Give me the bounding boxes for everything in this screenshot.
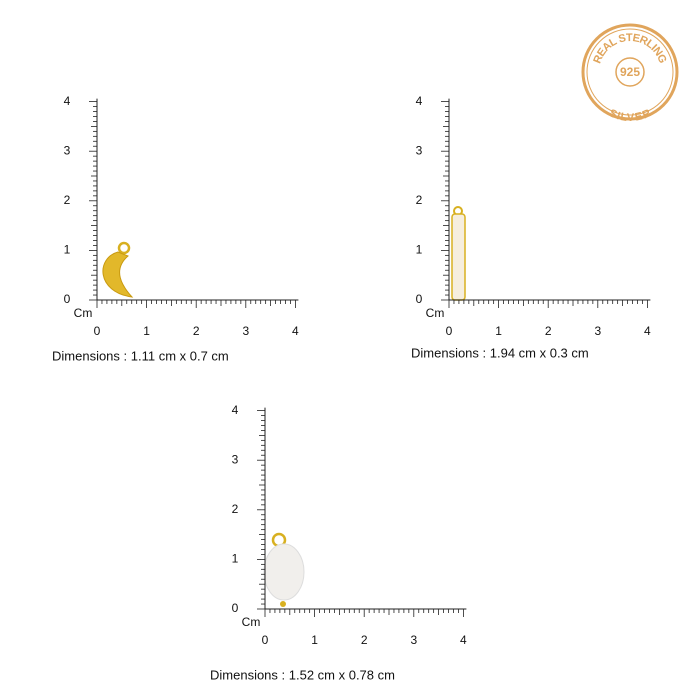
bar-charm: [451, 206, 466, 301]
pearl-charm: [263, 532, 305, 607]
x-tick-label: 3: [410, 633, 417, 647]
y-tick-label: 3: [416, 143, 423, 157]
y-tick-label: 4: [416, 94, 423, 108]
x-tick-label: 1: [495, 324, 502, 338]
y-tick-label: 0: [232, 601, 239, 615]
unit-label: Cm: [426, 306, 445, 320]
y-tick-label: 0: [64, 292, 71, 306]
x-tick-label: 1: [143, 324, 150, 338]
y-tick-label: 1: [416, 243, 423, 257]
x-tick-label: 2: [361, 633, 368, 647]
badge: REAL STERLING 925 SILVER: [581, 23, 679, 124]
y-tick-label: 0: [416, 292, 423, 306]
x-tick-label: 4: [644, 324, 651, 338]
x-tick-label: 2: [193, 324, 200, 338]
y-tick-label: 4: [64, 94, 71, 108]
unit-label: Cm: [242, 615, 261, 629]
y-tick-label: 4: [232, 403, 239, 417]
unit-label: Cm: [74, 306, 93, 320]
dimensions: Dimensions : 1.11 cm x 0.7 cm: [52, 348, 229, 363]
y-tick-label: 3: [64, 143, 71, 157]
moon-charm: [102, 241, 134, 298]
x-tick-label: 4: [292, 324, 299, 338]
x-tick-label: 0: [262, 633, 269, 647]
badge-bottom-text: SILVER: [607, 107, 653, 124]
x-tick-label: 1: [311, 633, 318, 647]
x-tick-label: 3: [242, 324, 249, 338]
badge-bottom: SILVER: [607, 107, 653, 124]
x-tick-label: 2: [545, 324, 552, 338]
x-tick-label: 3: [594, 324, 601, 338]
x-tick-label: 4: [460, 633, 467, 647]
y-tick-label: 3: [232, 452, 239, 466]
y-tick-label: 2: [416, 193, 423, 207]
y-tick-label: 1: [232, 552, 239, 566]
dimensions: Dimensions : 1.94 cm x 0.3 cm: [411, 345, 589, 360]
badge-center: 925: [620, 65, 640, 79]
badge-top-text: REAL STERLING: [591, 32, 668, 65]
y-tick-label: 2: [232, 502, 239, 516]
badge-top: REAL STERLING: [591, 32, 668, 65]
y-tick-label: 1: [64, 243, 71, 257]
y-tick-label: 2: [64, 193, 71, 207]
x-tick-label: 0: [94, 324, 101, 338]
x-tick-label: 0: [446, 324, 453, 338]
dimensions: Dimensions : 1.52 cm x 0.78 cm: [210, 667, 395, 682]
